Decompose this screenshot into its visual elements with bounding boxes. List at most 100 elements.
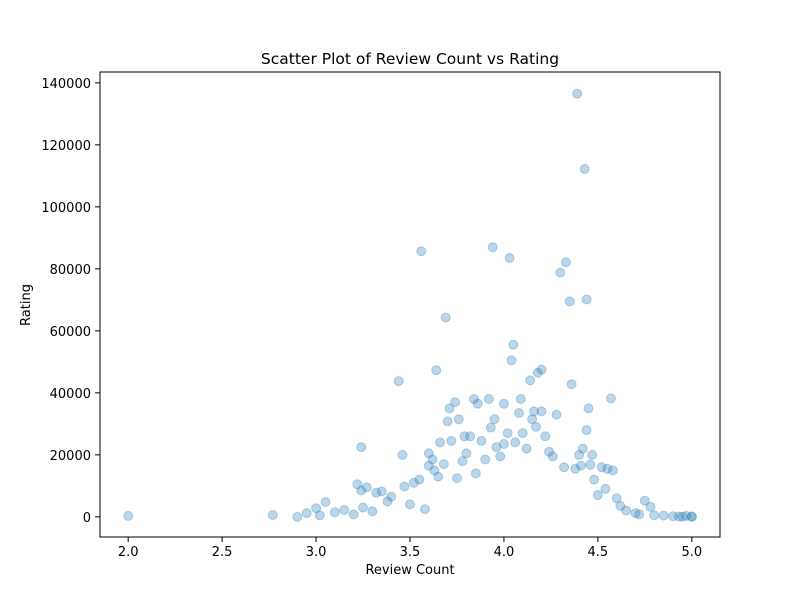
data-point [504, 253, 515, 263]
data-point [470, 468, 481, 479]
data-point [431, 365, 442, 376]
data-point [639, 495, 650, 506]
data-point [459, 431, 470, 442]
data-points [123, 88, 697, 522]
data-point [314, 510, 325, 521]
data-point [311, 503, 322, 514]
data-point [416, 246, 427, 257]
data-point [399, 481, 410, 492]
data-point [530, 421, 541, 432]
data-point [544, 446, 554, 457]
data-point [529, 406, 539, 417]
data-point [446, 435, 457, 446]
data-point [292, 511, 303, 522]
data-point [607, 465, 618, 476]
data-point [502, 428, 513, 439]
data-point [489, 414, 500, 425]
data-point [435, 437, 446, 448]
data-point [521, 443, 532, 454]
data-point [440, 312, 451, 323]
data-point [423, 448, 434, 459]
data-point [452, 473, 462, 484]
y-tick-label: 120000 [41, 139, 91, 154]
data-point [585, 459, 596, 470]
data-point [423, 460, 434, 471]
data-point [611, 493, 622, 504]
data-point [596, 462, 607, 473]
y-tick-label: 40000 [50, 387, 91, 402]
data-point [480, 454, 491, 465]
y-tick-label: 140000 [41, 77, 91, 92]
data-point [540, 431, 551, 442]
y-tick-label: 80000 [50, 263, 91, 278]
data-point [457, 456, 468, 467]
data-point [566, 379, 577, 390]
data-point [397, 449, 408, 460]
data-point [329, 507, 340, 518]
data-point [583, 403, 594, 414]
x-tick-label: 3.5 [400, 545, 421, 560]
data-point [498, 398, 509, 409]
data-point [621, 505, 632, 516]
data-point [506, 355, 517, 366]
data-point [536, 406, 547, 417]
data-point [267, 510, 278, 520]
data-point [579, 164, 590, 174]
x-tick-label: 2.0 [118, 545, 139, 560]
y-tick-label: 100000 [41, 201, 91, 216]
data-point [592, 490, 603, 501]
data-point [532, 367, 543, 378]
data-point [634, 509, 645, 520]
data-point [444, 403, 455, 414]
data-point [491, 442, 502, 453]
data-point [587, 449, 598, 460]
data-point [645, 501, 656, 512]
data-point [468, 394, 479, 404]
data-point [649, 510, 660, 521]
data-point [483, 394, 494, 404]
x-tick-label: 4.5 [588, 545, 609, 560]
data-point [517, 428, 528, 439]
x-tick-label: 5.0 [681, 545, 702, 560]
data-point [547, 451, 558, 462]
data-point [442, 416, 453, 427]
data-point [453, 414, 464, 425]
data-point [450, 397, 461, 408]
data-point [630, 508, 641, 519]
data-point [600, 483, 611, 494]
x-tick-label: 4.0 [494, 545, 515, 560]
data-point [476, 435, 487, 446]
data-point [361, 482, 372, 493]
data-point [686, 511, 697, 522]
y-tick-label: 60000 [50, 325, 91, 340]
data-point [485, 422, 496, 433]
data-point [525, 375, 536, 386]
data-point [123, 510, 134, 521]
data-point [405, 499, 415, 510]
data-point [668, 511, 678, 522]
data-point [581, 294, 592, 305]
data-point [358, 502, 368, 513]
x-axis-label: Review Count [365, 563, 454, 578]
x-tick-label: 2.5 [212, 545, 233, 560]
data-point [551, 409, 562, 420]
data-point [560, 257, 571, 268]
data-point [348, 509, 359, 520]
data-point [420, 504, 430, 515]
data-point [559, 462, 570, 473]
data-point [356, 485, 367, 496]
chart-title: Scatter Plot of Review Count vs Rating [261, 50, 559, 68]
data-point [339, 505, 350, 515]
data-point [429, 465, 440, 476]
data-point [527, 414, 538, 425]
data-point [495, 451, 506, 462]
data-point [487, 242, 498, 253]
y-axis-label: Rating [19, 284, 34, 326]
y-tick-label: 0 [83, 511, 91, 526]
data-point [427, 454, 438, 465]
data-point [376, 486, 387, 497]
data-point [589, 474, 600, 485]
data-point [606, 393, 616, 404]
